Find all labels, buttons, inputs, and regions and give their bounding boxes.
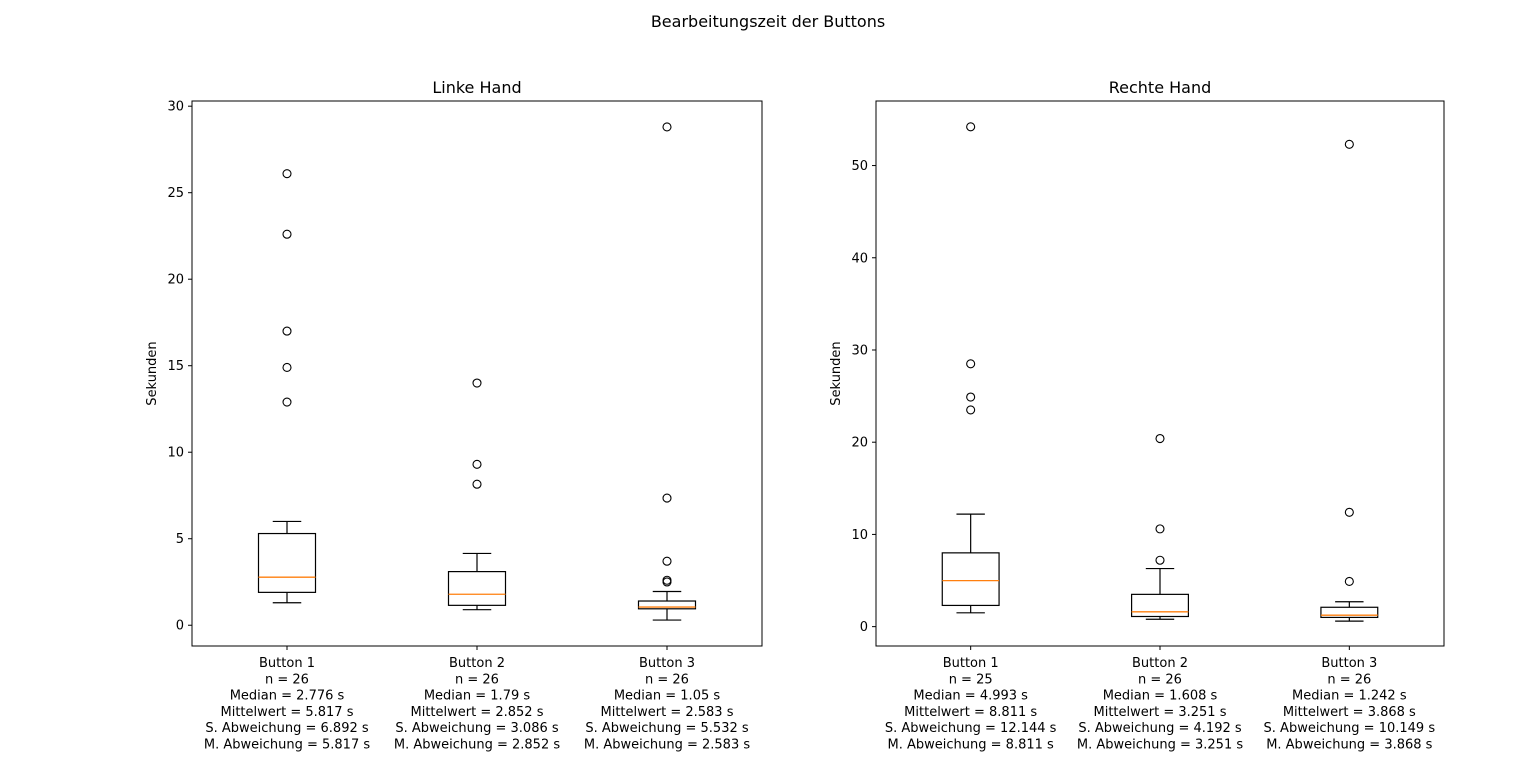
x-tick-label-line: Median = 1.79 s bbox=[424, 689, 531, 704]
y-tick-label: 20 bbox=[851, 436, 868, 451]
x-tick-label-line: Mittelwert = 5.817 s bbox=[221, 705, 354, 720]
y-tick-label: 25 bbox=[167, 186, 184, 201]
y-tick-label: 30 bbox=[851, 343, 868, 358]
x-tick-label-line: Button 3 bbox=[639, 656, 695, 671]
y-tick-label: 15 bbox=[167, 359, 184, 374]
x-tick-label-line: Button 3 bbox=[1321, 656, 1377, 671]
box-iqr bbox=[941, 552, 1000, 607]
outlier-point bbox=[662, 493, 672, 503]
x-tick-label-line: Mittelwert = 2.852 s bbox=[411, 705, 544, 720]
x-tick-label-line: Button 2 bbox=[449, 656, 505, 671]
x-tick-label-line: M. Abweichung = 3.868 s bbox=[1266, 738, 1432, 753]
x-tick-label-line: n = 26 bbox=[1138, 672, 1182, 687]
x-tick-label-line: n = 26 bbox=[645, 672, 689, 687]
outlier-point bbox=[1155, 433, 1165, 444]
outlier-point bbox=[1155, 524, 1165, 534]
x-tick-label-line: S. Abweichung = 4.192 s bbox=[1078, 721, 1242, 736]
y-tick-label: 30 bbox=[167, 100, 184, 115]
outlier-point bbox=[966, 392, 976, 402]
outlier-point bbox=[1344, 507, 1354, 517]
x-tick-label-line: Button 1 bbox=[943, 656, 999, 671]
box-iqr bbox=[257, 532, 317, 593]
x-tick-label-line: S. Abweichung = 3.086 s bbox=[395, 721, 559, 736]
y-tick-label: 0 bbox=[176, 619, 184, 634]
subplot-title: Rechte Hand bbox=[1109, 78, 1212, 97]
x-tick-label-line: Button 2 bbox=[1132, 656, 1188, 671]
outlier-point bbox=[472, 459, 482, 469]
x-tick-label-line: Median = 1.608 s bbox=[1103, 689, 1218, 704]
box-iqr bbox=[1130, 593, 1189, 618]
x-tick-label-line: S. Abweichung = 5.532 s bbox=[585, 721, 749, 736]
x-tick-label-line: Mittelwert = 2.583 s bbox=[601, 705, 734, 720]
x-tick-label-line: S. Abweichung = 12.144 s bbox=[885, 721, 1057, 736]
x-tick-label-line: n = 26 bbox=[455, 672, 499, 687]
outlier-point bbox=[966, 405, 976, 415]
outlier-point bbox=[282, 362, 292, 372]
y-axis-label: Sekunden bbox=[829, 341, 844, 405]
x-tick-label-line: Mittelwert = 3.868 s bbox=[1283, 705, 1416, 720]
x-tick-label-line: n = 26 bbox=[1327, 672, 1371, 687]
outlier-point bbox=[1344, 576, 1354, 586]
outlier-point bbox=[662, 122, 672, 132]
y-tick-label: 10 bbox=[167, 446, 184, 461]
subplot-title: Linke Hand bbox=[432, 78, 521, 97]
x-tick-label-line: S. Abweichung = 10.149 s bbox=[1264, 721, 1436, 736]
x-tick-label-line: Median = 1.242 s bbox=[1292, 689, 1407, 704]
outlier-point bbox=[966, 359, 976, 369]
x-tick-label-line: Mittelwert = 3.251 s bbox=[1094, 705, 1227, 720]
x-tick-label-line: S. Abweichung = 6.892 s bbox=[205, 721, 369, 736]
y-axis-label: Sekunden bbox=[145, 341, 160, 405]
x-tick-label-line: Mittelwert = 8.811 s bbox=[904, 705, 1037, 720]
x-tick-label-line: M. Abweichung = 5.817 s bbox=[204, 738, 370, 753]
x-tick-label-line: Median = 2.776 s bbox=[230, 689, 345, 704]
outlier-point bbox=[472, 479, 482, 489]
y-tick-label: 40 bbox=[851, 251, 868, 266]
y-tick-label: 20 bbox=[167, 273, 184, 288]
outlier-point bbox=[662, 575, 672, 585]
y-tick-label: 5 bbox=[176, 532, 184, 547]
x-tick-label-line: Median = 4.993 s bbox=[913, 689, 1028, 704]
outlier-point bbox=[966, 122, 976, 132]
x-tick-label-line: Median = 1.05 s bbox=[614, 689, 721, 704]
outlier-point bbox=[662, 556, 672, 566]
y-tick-label: 50 bbox=[851, 159, 868, 174]
x-tick-label-line: M. Abweichung = 2.583 s bbox=[584, 738, 750, 753]
box-iqr bbox=[1320, 606, 1379, 619]
outlier-point bbox=[472, 378, 482, 388]
outlier-point bbox=[1344, 139, 1354, 149]
outlier-point bbox=[282, 326, 292, 336]
x-tick-label-line: M. Abweichung = 8.811 s bbox=[888, 738, 1054, 753]
outlier-point bbox=[1155, 555, 1165, 565]
x-tick-label-line: M. Abweichung = 3.251 s bbox=[1077, 738, 1243, 753]
outlier-point bbox=[282, 229, 292, 239]
x-tick-label-line: Button 1 bbox=[259, 656, 315, 671]
figure-title: Bearbeitungszeit der Buttons bbox=[650, 12, 886, 31]
box-iqr bbox=[447, 571, 507, 606]
x-tick-label-line: n = 26 bbox=[265, 672, 309, 687]
y-tick-label: 10 bbox=[851, 528, 868, 543]
x-tick-label-line: M. Abweichung = 2.852 s bbox=[394, 738, 560, 753]
box-iqr bbox=[637, 600, 697, 610]
y-tick-label: 0 bbox=[860, 620, 868, 635]
outlier-point bbox=[282, 169, 292, 179]
x-tick-label-line: n = 25 bbox=[949, 672, 993, 687]
outlier-point bbox=[282, 397, 292, 407]
